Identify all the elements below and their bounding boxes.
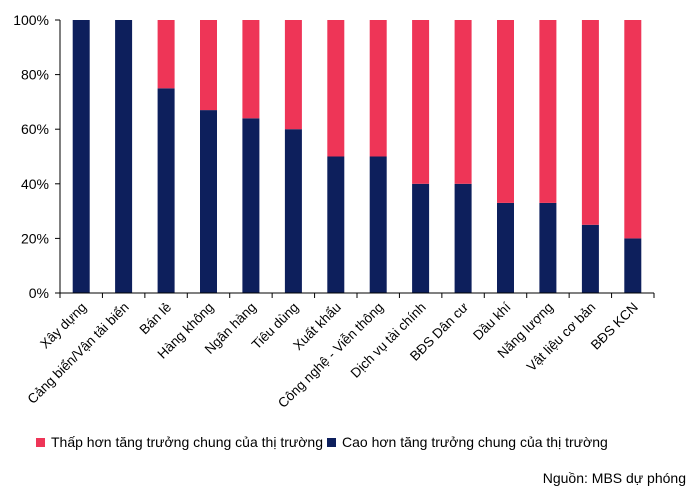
- bar-segment-above: [412, 183, 430, 293]
- bar-segment-below: [412, 20, 430, 184]
- bar-segment-below: [327, 20, 345, 157]
- legend-swatch-above-market: [327, 437, 336, 447]
- bar-segment-below: [539, 20, 557, 203]
- y-tick-label: 80%: [21, 67, 49, 83]
- bar-segment-above: [454, 183, 472, 293]
- y-tick-label: 100%: [13, 12, 49, 28]
- bar-segment-above: [497, 202, 514, 293]
- y-tick-label: 60%: [21, 121, 49, 137]
- y-tick-label: 40%: [21, 176, 49, 192]
- bar-segment-above: [72, 20, 90, 293]
- bar-segment-below: [624, 20, 642, 239]
- legend-label-above-market: Cao hơn tăng trưởng chung của thị trường: [342, 434, 608, 450]
- bar-segment-above: [200, 110, 217, 293]
- bar-segment-above: [369, 156, 387, 293]
- bar-segment-below: [242, 20, 260, 119]
- chart-legend: Thấp hơn tăng trưởng chung của thị trườn…: [36, 434, 612, 450]
- bar-segment-below: [369, 20, 387, 157]
- bar-segment-below: [454, 20, 472, 184]
- legend-label-below-market: Thấp hơn tăng trưởng chung của thị trườn…: [51, 434, 323, 450]
- bar-segment-above: [115, 20, 133, 293]
- x-category-label: Bán lẻ: [137, 300, 175, 338]
- y-tick-label: 0%: [29, 285, 49, 301]
- bar-segment-above: [242, 118, 260, 293]
- bar-segment-below: [284, 20, 302, 130]
- legend-item-below-market: Thấp hơn tăng trưởng chung của thị trườn…: [36, 434, 323, 450]
- legend-swatch-below-market: [36, 437, 45, 447]
- bar-segment-above: [327, 156, 345, 293]
- bar-segment-above: [581, 224, 599, 294]
- source-note: Nguồn: MBS dự phóng: [542, 470, 686, 486]
- x-category-label: Dịch vụ tài chính: [348, 300, 429, 381]
- bar-segment-below: [497, 20, 514, 203]
- bar-segment-above: [157, 88, 175, 294]
- bar-segment-below: [200, 20, 217, 111]
- bar-segment-above: [539, 202, 557, 293]
- legend-item-above-market: Cao hơn tăng trưởng chung của thị trường: [327, 434, 608, 450]
- bar-segment-below: [157, 20, 175, 89]
- bar-segment-above: [284, 129, 302, 293]
- bar-segment-above: [624, 238, 642, 293]
- y-tick-label: 20%: [21, 230, 49, 246]
- bar-segment-below: [581, 20, 599, 225]
